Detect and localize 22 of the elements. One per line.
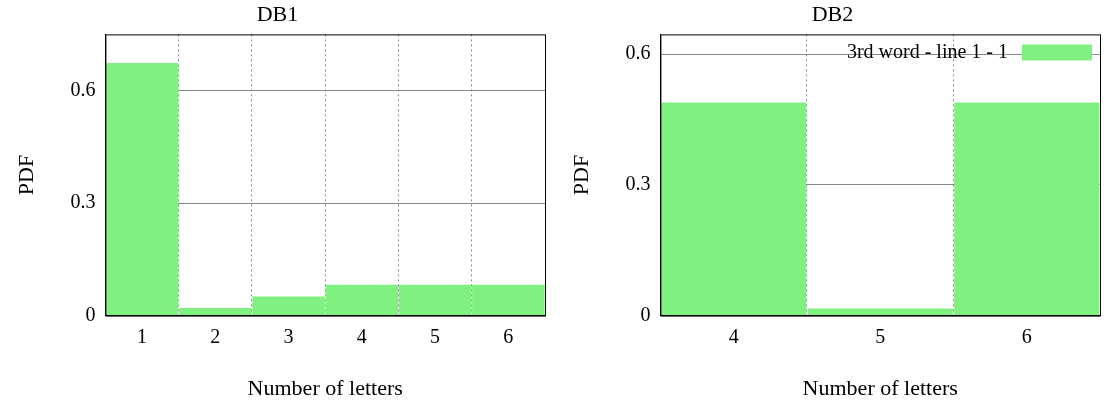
legend-label: 3rd word - line 1 - 1 xyxy=(846,39,1008,62)
x-tick-label: 5 xyxy=(875,324,886,347)
x-tick-label: 4 xyxy=(356,324,367,347)
x-tick-label: 6 xyxy=(1021,324,1032,347)
x-tick-label: 3 xyxy=(283,324,294,347)
y-tick-label: 0 xyxy=(640,302,651,325)
x-tick-label: 4 xyxy=(728,324,739,347)
x-tick-label: 5 xyxy=(430,324,441,347)
y-tick-label: 0.6 xyxy=(70,77,96,100)
y-tick-label: 0.3 xyxy=(625,172,651,195)
y-axis-title: PDF xyxy=(567,154,593,196)
x-axis-title: Number of letters xyxy=(802,374,958,400)
x-tick-label: 6 xyxy=(503,324,514,347)
x-axis-title: Number of letters xyxy=(247,374,403,400)
chart-title: DB1 xyxy=(256,0,299,26)
y-tick-label: 0.6 xyxy=(625,41,651,64)
y-tick-label: 0.3 xyxy=(70,190,96,213)
y-tick-label: 0 xyxy=(85,302,96,325)
y-axis-title: PDF xyxy=(12,154,38,196)
x-tick-label: 1 xyxy=(137,324,148,347)
chart-title: DB2 xyxy=(811,0,854,26)
x-tick-label: 2 xyxy=(210,324,221,347)
